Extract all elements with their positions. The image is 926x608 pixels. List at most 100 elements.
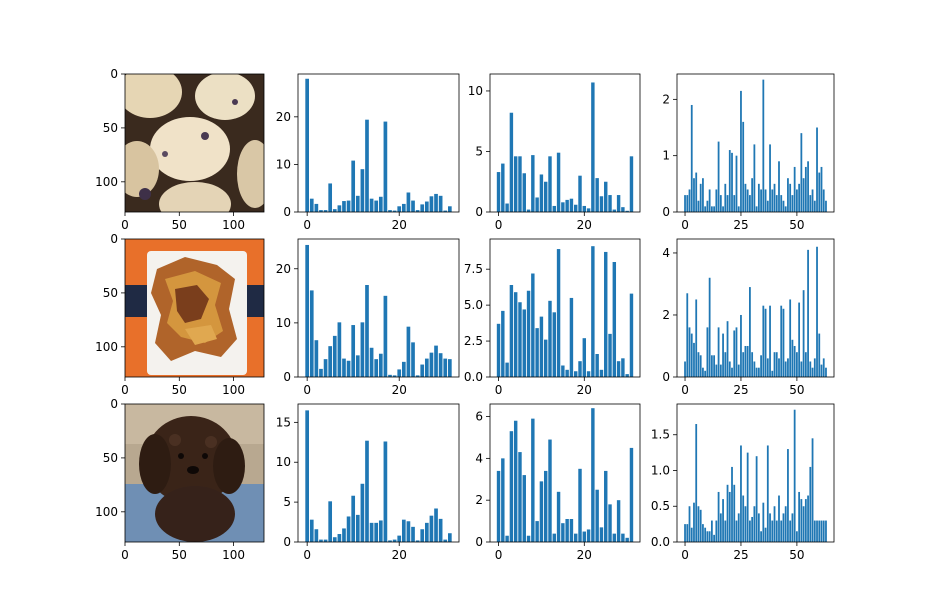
bar bbox=[535, 197, 539, 212]
bar bbox=[813, 520, 816, 542]
axes-frame bbox=[297, 73, 460, 213]
bar bbox=[697, 352, 700, 377]
bar bbox=[591, 246, 595, 377]
bar bbox=[319, 368, 323, 377]
bar bbox=[599, 369, 604, 377]
bar bbox=[775, 520, 778, 542]
bar bbox=[818, 172, 821, 212]
bar bbox=[443, 210, 448, 212]
bar bbox=[543, 339, 548, 377]
bar bbox=[415, 375, 420, 377]
bar bbox=[434, 193, 438, 212]
bar bbox=[578, 361, 582, 377]
bar bbox=[360, 169, 365, 212]
bar bbox=[697, 506, 700, 542]
bar bbox=[369, 522, 374, 542]
y-tick-label: 100 bbox=[95, 175, 118, 189]
bar bbox=[337, 322, 342, 377]
x-tick-label: 20 bbox=[392, 548, 407, 562]
bar bbox=[531, 155, 535, 212]
bar bbox=[760, 355, 762, 377]
bar bbox=[702, 524, 704, 542]
bar bbox=[513, 420, 518, 542]
subplot-r0-c1: 0 20 0 10 20 bbox=[276, 73, 460, 232]
photo-blueberry-muffins bbox=[125, 74, 264, 212]
bar bbox=[309, 198, 314, 212]
bar bbox=[374, 359, 379, 377]
bar bbox=[586, 529, 591, 542]
bar bbox=[731, 367, 733, 377]
bar bbox=[780, 305, 783, 377]
x-tick-label: 25 bbox=[733, 218, 748, 232]
bar bbox=[784, 506, 787, 542]
bar bbox=[818, 333, 821, 377]
bar bbox=[684, 361, 686, 377]
bar bbox=[323, 359, 328, 377]
bar bbox=[438, 353, 443, 377]
bar bbox=[715, 189, 718, 212]
bar bbox=[693, 342, 695, 377]
bar bbox=[612, 209, 617, 212]
bar bbox=[719, 364, 722, 377]
bar bbox=[552, 312, 556, 377]
bar bbox=[346, 200, 351, 212]
bar bbox=[742, 121, 745, 212]
bar bbox=[784, 361, 787, 377]
x-tick-label: 0 bbox=[121, 383, 129, 397]
bar bbox=[702, 367, 704, 377]
bar bbox=[447, 533, 452, 542]
y-tick-label: 100 bbox=[95, 505, 118, 519]
bar bbox=[383, 121, 388, 212]
x-tick-label: 0 bbox=[303, 218, 311, 232]
bar bbox=[501, 310, 505, 377]
bar bbox=[438, 518, 443, 542]
bar bbox=[809, 466, 812, 542]
bar bbox=[791, 339, 794, 377]
bar bbox=[438, 195, 443, 212]
y-tick-label: 0 bbox=[283, 535, 291, 549]
bar bbox=[561, 202, 565, 212]
bar bbox=[746, 189, 749, 212]
y-tick-label: 0 bbox=[283, 370, 291, 384]
bar bbox=[552, 205, 556, 212]
axes-frame bbox=[489, 238, 641, 378]
bar bbox=[713, 355, 716, 377]
bar bbox=[369, 198, 374, 212]
bar bbox=[505, 203, 509, 212]
bar bbox=[526, 209, 531, 212]
bar bbox=[539, 481, 544, 542]
x-tick-label: 20 bbox=[392, 218, 407, 232]
bar bbox=[737, 206, 740, 212]
x-tick-label: 0 bbox=[495, 383, 503, 397]
bar bbox=[760, 531, 762, 542]
bar bbox=[695, 424, 698, 542]
y-tick-label: 10 bbox=[276, 316, 291, 330]
bar bbox=[816, 520, 818, 542]
bar bbox=[309, 519, 314, 542]
bar bbox=[355, 195, 360, 212]
subplot-r1-c3: 0 25 50 0 2 4 bbox=[662, 238, 835, 397]
bar bbox=[392, 210, 397, 212]
y-tick-label: 100 bbox=[95, 340, 118, 354]
x-tick-label: 50 bbox=[789, 548, 804, 562]
bar bbox=[697, 200, 700, 212]
bar bbox=[378, 196, 383, 212]
bar bbox=[688, 506, 691, 542]
bar bbox=[522, 173, 526, 212]
y-tick-label: 1 bbox=[662, 149, 670, 163]
bar bbox=[798, 183, 801, 212]
bar bbox=[690, 527, 693, 542]
bar bbox=[737, 364, 740, 377]
bar bbox=[753, 144, 756, 212]
bar bbox=[753, 506, 756, 542]
bar bbox=[561, 365, 565, 377]
bar bbox=[378, 353, 383, 377]
y-tick-label: 1.0 bbox=[651, 463, 670, 477]
bar bbox=[383, 295, 388, 377]
bar bbox=[574, 204, 578, 212]
bar bbox=[616, 500, 621, 542]
bar bbox=[762, 79, 765, 212]
bar bbox=[591, 408, 595, 542]
y-tick-label: 10 bbox=[468, 84, 483, 98]
bar bbox=[764, 189, 767, 212]
